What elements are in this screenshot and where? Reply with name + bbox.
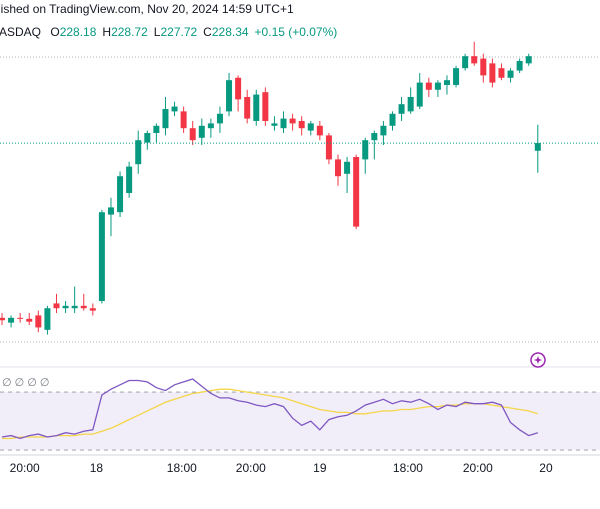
candle-body [289,118,296,124]
candle-body [416,82,423,107]
candle-body [307,123,314,131]
candle-body [144,132,151,143]
candle-body [434,82,441,90]
candle-body [271,123,278,126]
candle-body [335,159,342,177]
candle-body [498,68,505,78]
candle-body [489,63,496,83]
candle-body [362,140,369,160]
candle-body [443,80,450,85]
candle-body [71,305,78,309]
candle-body [180,111,187,129]
candle-body [462,56,469,69]
candle-body [162,108,169,129]
candle-body [135,140,142,165]
x-tick-label: 18:00 [167,461,197,475]
candle-body [507,70,514,78]
header: lished on TradingView.com, Nov 20, 2024 … [0,2,294,16]
legend-label: C [203,25,212,39]
candle-body [280,118,287,129]
legend-label: O [50,25,59,39]
candle-body [380,125,387,136]
candle-body [189,128,196,141]
candle-body [44,308,51,330]
candle-body [80,305,87,309]
candle-body [398,104,405,114]
candle-body [0,317,5,321]
legend-change: +0.15 (+0.07%) [255,25,338,39]
candle-body [26,318,33,322]
candle-body [325,135,332,160]
x-tick-label: 20:00 [463,461,493,475]
legend-value: 227.72 [160,25,197,39]
legend-value: 228.34 [212,25,249,39]
candle-body [371,132,378,141]
candle-body [235,77,242,100]
candle-body [17,317,24,319]
x-tick-label: 20:00 [236,461,266,475]
candle-body [389,113,396,126]
x-tick-label: 18:00 [393,461,423,475]
legend: ASDAQ O228.18 H228.72 L227.72 C228.34 +0.15 … [0,25,337,39]
symbol: ASDAQ [0,25,41,39]
add-icon[interactable] [530,352,546,368]
x-tick-label: 20 [539,461,553,475]
candle-body [480,58,487,76]
candle-body [62,305,69,309]
rsi-line [1,378,538,440]
candle-body [525,56,532,64]
legend-value: 228.18 [60,25,97,39]
candle-body [534,143,541,151]
candle-body [471,56,478,64]
candle-body [171,106,178,112]
candle-body [244,96,251,119]
rsi-legend: ∅ ∅ ∅ ∅ [2,377,50,389]
candle-body [35,315,42,328]
candle-body [198,125,205,138]
legend-value: 228.72 [111,25,148,39]
candle-body [425,82,432,90]
candle-body [298,120,305,129]
candle-body [353,156,360,227]
candle-body [126,166,133,194]
candle-body [316,125,323,136]
candle-body [453,68,460,85]
candle-body [344,161,351,174]
legend-label: H [102,25,111,39]
candle-body [117,176,124,213]
candle-body [53,303,60,309]
candle-body [107,207,114,215]
candle-body [216,113,223,124]
candle-body [262,92,269,121]
candle-body [407,96,414,112]
candle-body [516,60,523,71]
x-tick-label: 18 [90,461,104,475]
add-icon-glyph [534,356,542,364]
candle-body [8,317,15,323]
candle-body [207,123,214,129]
candle-body [89,308,96,311]
candle-body [98,212,105,302]
candle-body [253,94,260,121]
candle-body [226,80,233,112]
x-tick-label: 19 [313,461,327,475]
legend-label: L [154,25,161,39]
candle-body [153,125,160,133]
x-tick-label: 20:00 [10,461,40,475]
